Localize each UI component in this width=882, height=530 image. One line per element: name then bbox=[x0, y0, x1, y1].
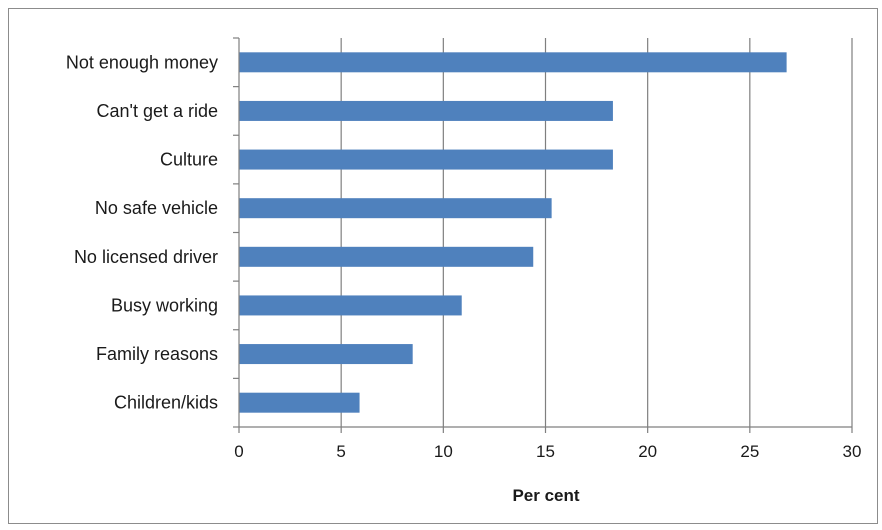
bar-6 bbox=[239, 344, 413, 365]
bar-7 bbox=[239, 392, 360, 413]
grid-lines bbox=[340, 38, 853, 427]
bar-2 bbox=[239, 149, 613, 170]
category-label-5: Busy working bbox=[111, 295, 218, 315]
category-label-6: Family reasons bbox=[96, 344, 218, 364]
x-tick-label-5: 25 bbox=[740, 442, 759, 461]
x-tick-label-2: 10 bbox=[434, 442, 453, 461]
x-tick-label-6: 30 bbox=[843, 442, 862, 461]
bar-3 bbox=[239, 198, 552, 219]
x-tick-label-3: 15 bbox=[536, 442, 555, 461]
category-label-0: Not enough money bbox=[66, 52, 218, 72]
axes bbox=[233, 37, 853, 433]
x-tick-label-1: 5 bbox=[336, 442, 345, 461]
bars bbox=[239, 52, 787, 413]
bar-0 bbox=[239, 52, 787, 73]
category-label-3: No safe vehicle bbox=[95, 198, 218, 218]
bar-4 bbox=[239, 246, 534, 267]
bar-5 bbox=[239, 295, 462, 316]
bar-1 bbox=[239, 100, 613, 121]
labels: Not enough money Can't get a ride Culture N… bbox=[66, 52, 862, 461]
category-label-7: Children/kids bbox=[114, 393, 218, 413]
category-label-2: Culture bbox=[160, 150, 218, 170]
x-tick-label-0: 0 bbox=[234, 442, 243, 461]
category-label-4: No licensed driver bbox=[74, 247, 218, 267]
x-tick-label-4: 20 bbox=[638, 442, 657, 461]
x-axis-title: Per cent bbox=[512, 486, 579, 505]
category-label-1: Can't get a ride bbox=[96, 101, 218, 121]
